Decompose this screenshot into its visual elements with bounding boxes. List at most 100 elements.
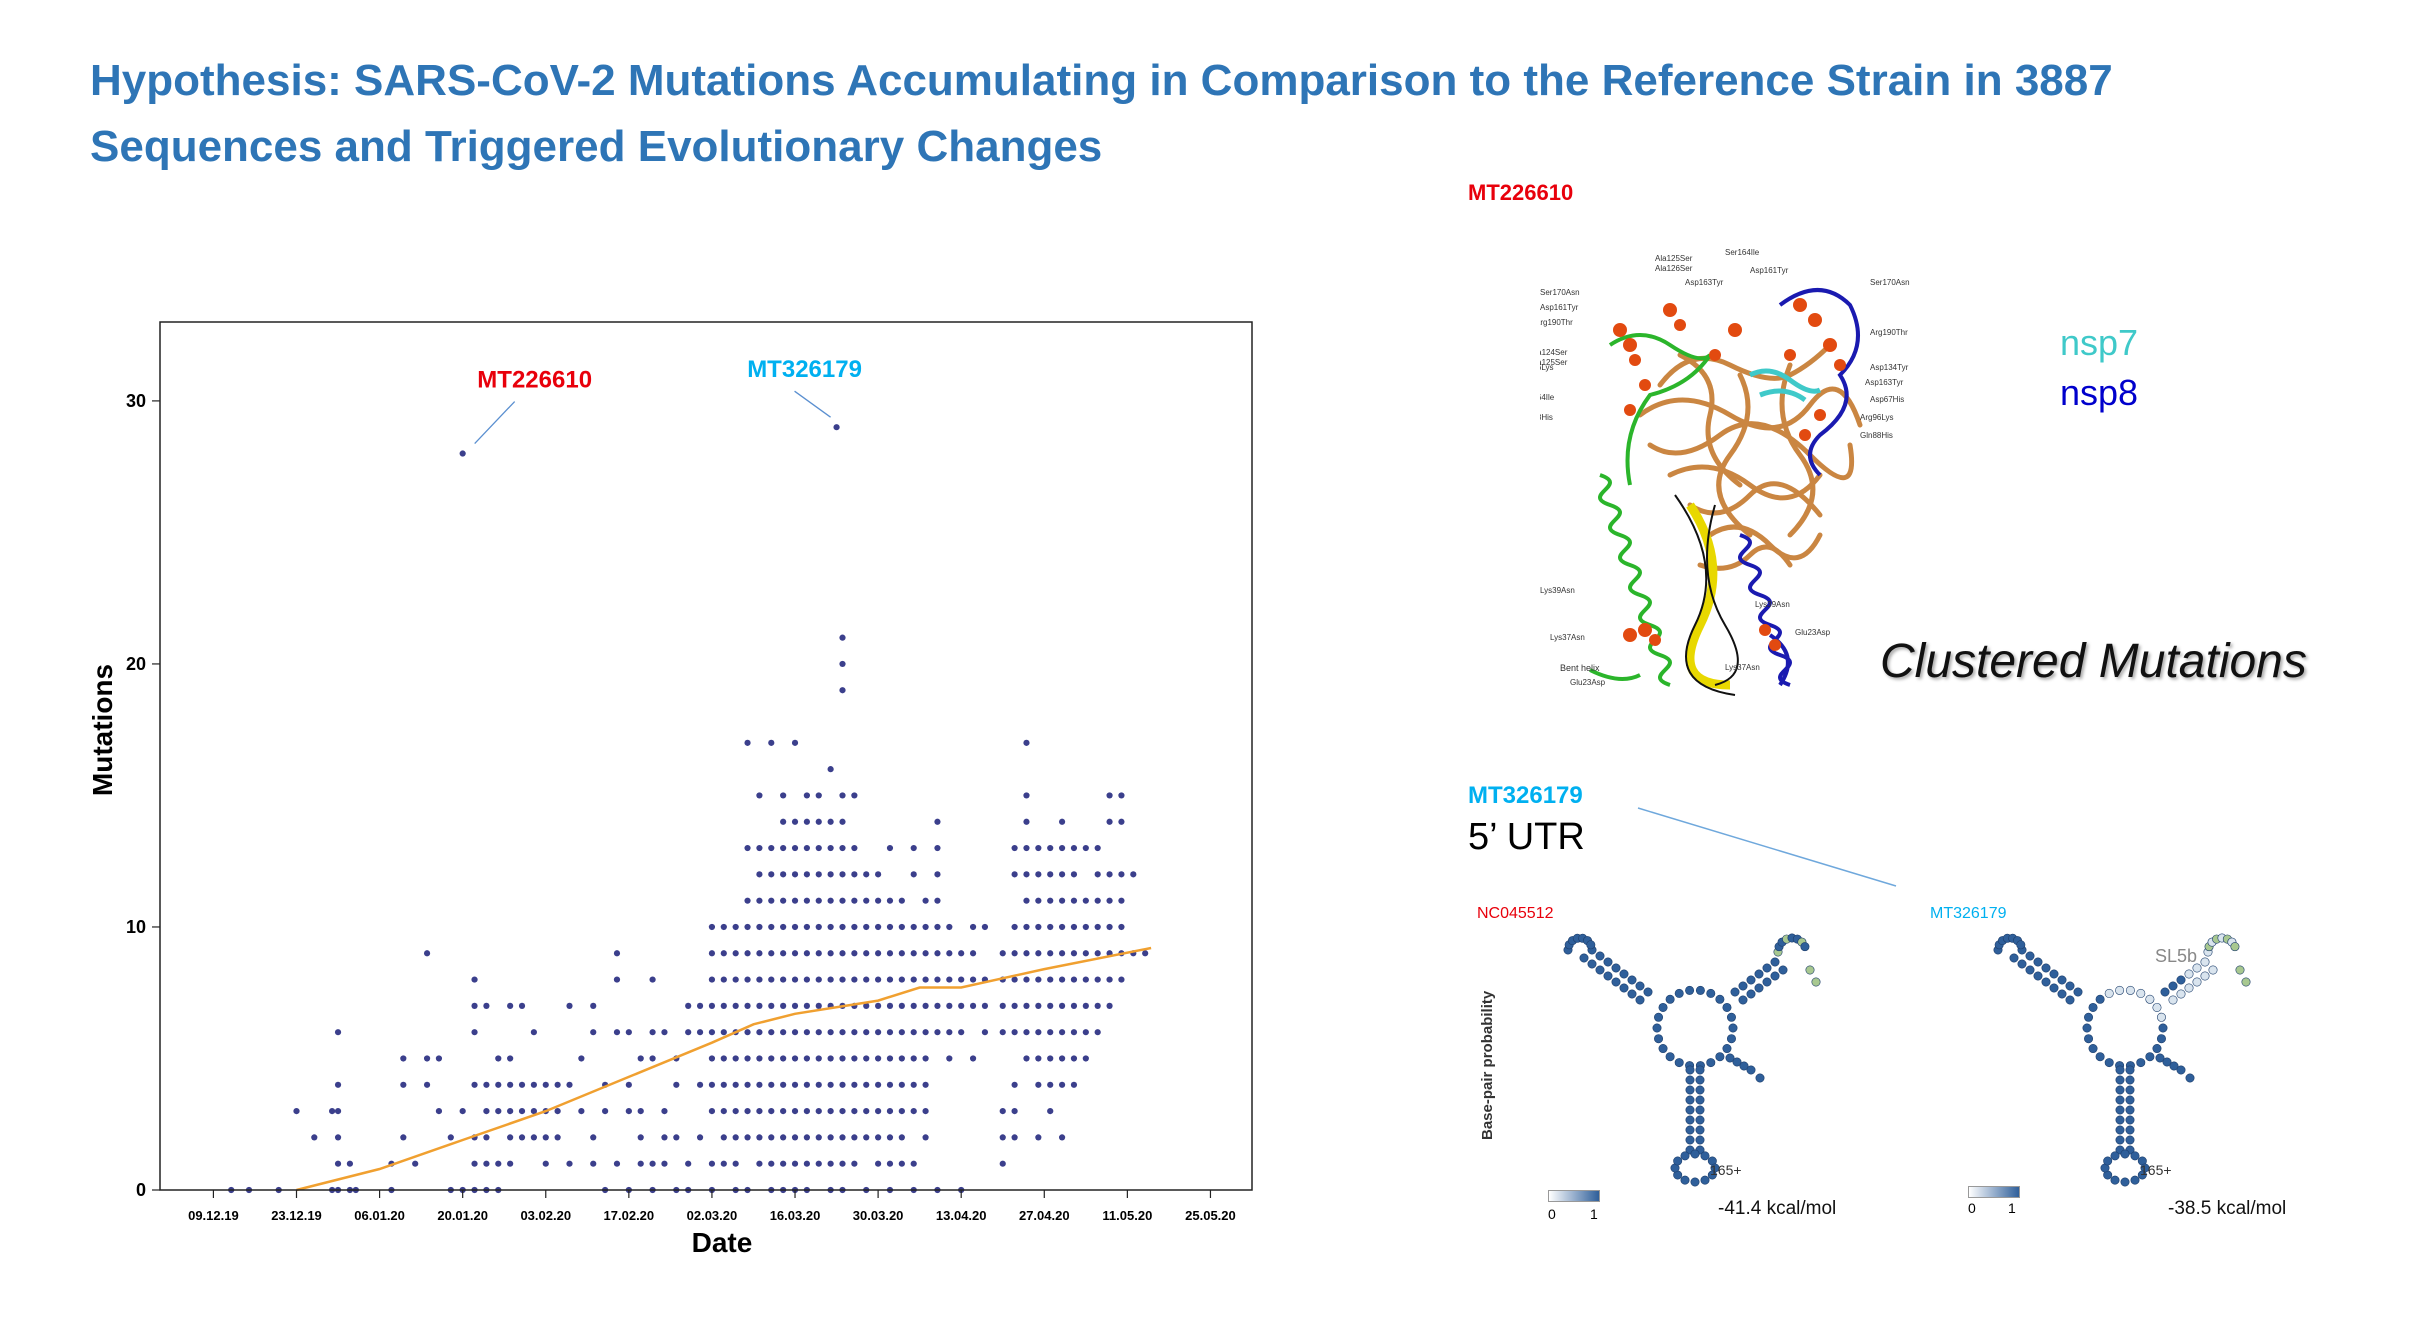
data-point	[969, 923, 977, 931]
data-point	[863, 1002, 870, 1009]
residue-label: Asp134Tyr	[1870, 363, 1909, 372]
mutations-scatter-chart: 09.12.19 23.12.19 06.01.20 20.01.20 03.02.20…	[87, 321, 1253, 1258]
data-point	[578, 1055, 585, 1062]
data-point	[649, 1055, 656, 1062]
data-point	[1118, 923, 1125, 931]
data-point	[780, 818, 787, 825]
data-point	[934, 844, 941, 852]
data-point	[886, 897, 894, 904]
base-pair-probability-label: Base-pair probability	[1479, 990, 1496, 1140]
data-point	[791, 818, 799, 825]
data-point	[1035, 897, 1042, 904]
data-point	[910, 1002, 917, 1009]
probability-scale-right	[1968, 1186, 2020, 1198]
data-point	[910, 923, 917, 931]
data-point	[875, 976, 882, 983]
data-point	[744, 739, 751, 746]
data-point	[827, 1160, 834, 1167]
data-point	[1118, 792, 1125, 799]
data-point	[981, 923, 989, 931]
data-point	[934, 950, 941, 957]
data-point	[661, 1029, 668, 1036]
data-point	[756, 871, 763, 878]
data-point	[780, 897, 787, 904]
data-point	[791, 1029, 799, 1036]
data-point	[1094, 1002, 1101, 1009]
data-point	[1011, 1029, 1018, 1036]
data-point	[803, 897, 810, 904]
data-point	[400, 1134, 407, 1141]
data-point	[1058, 844, 1066, 852]
data-point	[590, 1160, 597, 1167]
right-energy: -38.5 kcal/mol	[2168, 1198, 2287, 1219]
data-point	[1118, 871, 1125, 878]
data-point	[803, 950, 810, 957]
data-point	[744, 1134, 751, 1141]
data-point	[1070, 1055, 1078, 1062]
data-point	[768, 950, 775, 957]
data-point	[708, 1160, 716, 1167]
data-point	[1094, 976, 1101, 983]
data-point	[507, 1002, 514, 1009]
residue-label: Arg96Lys	[1540, 363, 1554, 372]
data-point	[542, 1081, 549, 1088]
data-point	[1035, 950, 1042, 957]
data-point	[1070, 871, 1078, 878]
data-point	[934, 976, 941, 983]
data-point	[851, 844, 858, 852]
data-point	[827, 976, 834, 983]
data-point	[530, 1134, 537, 1141]
data-point	[833, 424, 840, 431]
data-point	[613, 1160, 621, 1167]
data-point	[1035, 976, 1042, 983]
data-point	[1011, 1081, 1018, 1088]
data-point	[815, 923, 822, 931]
data-point	[708, 923, 716, 931]
data-point	[815, 1055, 822, 1062]
data-point	[613, 976, 621, 983]
position-label-left: 165+	[1710, 1162, 1742, 1178]
data-point	[1023, 897, 1030, 904]
x-tick-label: 27.04.20	[1019, 1208, 1070, 1223]
data-point	[815, 1107, 822, 1115]
data-point	[851, 1134, 858, 1141]
y-tick-label: 0	[136, 1180, 146, 1200]
data-point	[934, 871, 941, 878]
data-point	[803, 1081, 810, 1088]
data-point	[922, 1002, 929, 1009]
data-point	[311, 1134, 318, 1141]
data-point	[839, 923, 846, 931]
x-tick-label: 16.03.20	[770, 1208, 821, 1223]
data-point	[1094, 897, 1101, 904]
data-point	[649, 1029, 656, 1036]
data-point	[1023, 871, 1030, 878]
data-point	[637, 1107, 644, 1115]
x-tick-label: 20.01.20	[437, 1208, 488, 1223]
x-tick-label: 09.12.19	[188, 1208, 239, 1223]
data-point	[898, 1134, 905, 1141]
data-point	[756, 1029, 763, 1036]
data-point	[720, 1160, 727, 1167]
data-point	[423, 950, 431, 957]
data-point	[910, 1160, 917, 1167]
data-point	[1058, 1134, 1066, 1141]
data-point	[815, 1029, 822, 1036]
pointer-line	[1637, 807, 1897, 887]
data-point	[744, 897, 751, 904]
data-point	[530, 1029, 537, 1036]
annotation-leader	[474, 401, 516, 444]
data-point	[625, 1081, 632, 1088]
data-point	[958, 1029, 965, 1036]
data-point	[886, 844, 894, 852]
data-point	[732, 1002, 739, 1009]
data-point	[803, 976, 810, 983]
data-point	[1106, 871, 1113, 878]
data-point	[696, 1029, 704, 1036]
data-point	[780, 1002, 787, 1009]
data-point	[1130, 871, 1137, 878]
data-point	[1082, 950, 1089, 957]
data-point	[886, 976, 894, 983]
data-point	[673, 1134, 680, 1141]
data-point	[875, 950, 882, 957]
residue-label: Glu23Asp	[1795, 628, 1831, 637]
